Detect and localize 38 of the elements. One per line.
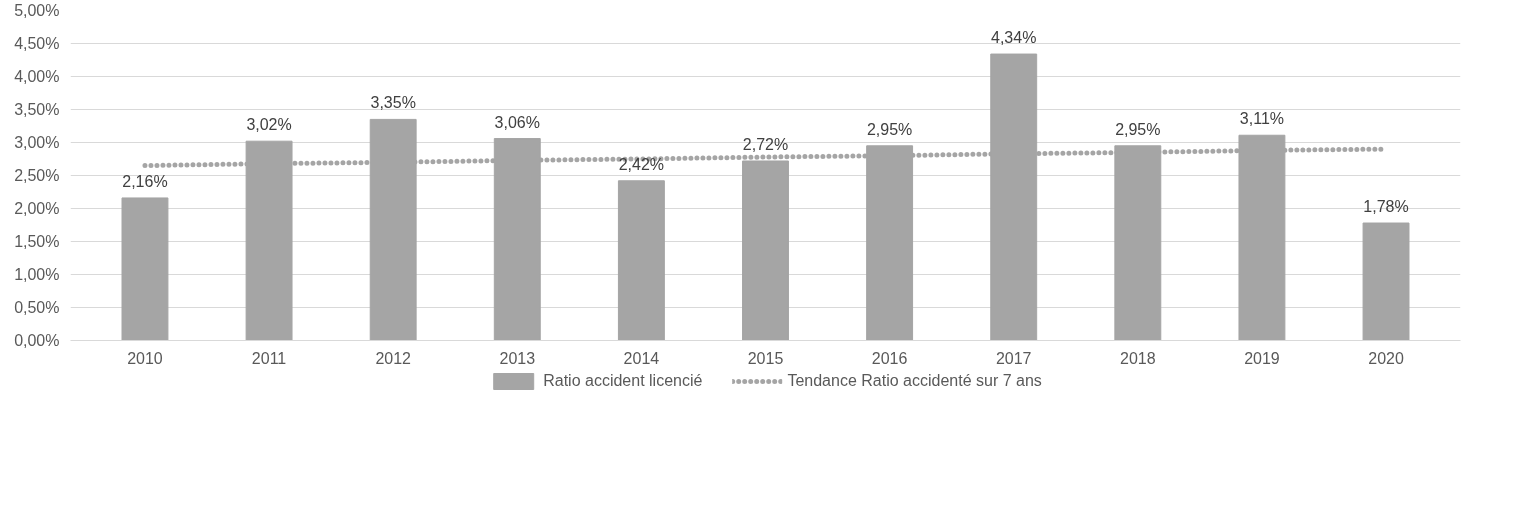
y-tick-label: 4,00% <box>14 68 60 85</box>
data-label: 2,42% <box>618 155 665 173</box>
x-tick-label: 2013 <box>499 349 536 367</box>
y-tick-label: 5,00% <box>14 2 60 19</box>
legend-label: Tendance Ratio accidenté sur 7 ans <box>787 372 1042 390</box>
data-label: 3,02% <box>246 116 292 134</box>
x-tick-label: 2017 <box>995 349 1032 367</box>
data-label: 1,78% <box>1363 198 1409 216</box>
x-tick-label: 2014 <box>623 349 660 367</box>
x-tick-label: 2018 <box>1120 349 1156 367</box>
x-tick-label: 2020 <box>1368 349 1404 367</box>
x-tick-label: 2010 <box>127 349 163 367</box>
y-tick-label: 0,50% <box>14 299 60 316</box>
data-label: 3,06% <box>494 113 540 131</box>
data-label: 4,34% <box>991 29 1037 47</box>
y-tick-label: 0,00% <box>14 332 60 349</box>
bar <box>121 197 169 341</box>
data-label: 2,95% <box>1115 120 1161 138</box>
bar <box>617 180 665 341</box>
y-tick-label: 2,50% <box>14 167 60 184</box>
x-tick-label: 2011 <box>251 349 287 367</box>
y-tick-label: 4,50% <box>14 35 60 52</box>
data-label: 2,72% <box>742 135 789 153</box>
data-label: 3,11% <box>1239 110 1285 128</box>
y-tick-label: 1,50% <box>14 233 60 250</box>
x-tick-label: 2019 <box>1244 349 1280 367</box>
x-tick-label: 2012 <box>375 349 412 367</box>
y-tick-label: 2,00% <box>14 200 60 217</box>
bar <box>1362 222 1410 341</box>
data-label: 2,16% <box>122 172 168 190</box>
y-tick-label: 3,50% <box>14 101 60 118</box>
data-label: 2,95% <box>866 120 913 138</box>
data-label: 3,35% <box>370 94 416 112</box>
y-tick-label: 3,00% <box>14 134 60 151</box>
legend-label: Ratio accident licencié <box>543 372 703 390</box>
x-tick-label: 2016 <box>871 349 908 367</box>
y-tick-label: 1,00% <box>14 266 60 283</box>
x-tick-label: 2015 <box>747 349 784 367</box>
